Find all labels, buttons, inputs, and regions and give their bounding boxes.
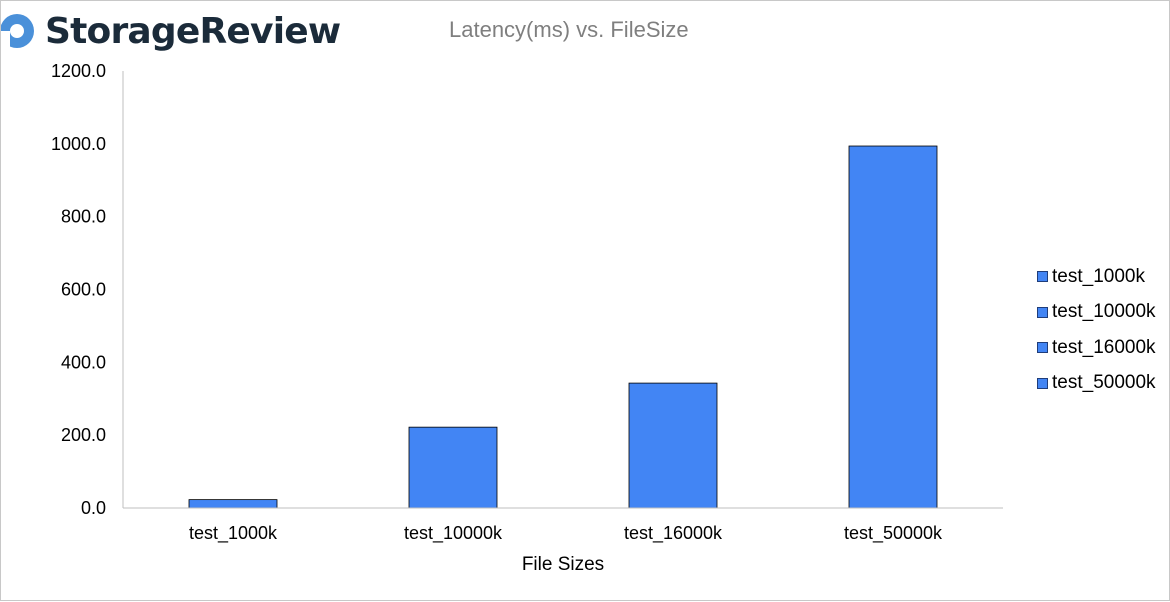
legend-swatch (1037, 342, 1048, 354)
legend-label: test_16000k (1052, 336, 1156, 358)
bar-test-1000k (188, 499, 278, 509)
y-tick-label: 0.0 (81, 498, 106, 518)
legend-label: test_50000k (1052, 372, 1156, 394)
storagereview-logo: StorageReview (1, 5, 341, 57)
y-axis-ticks: 0.0 200.0 400.0 600.0 800.0 1000.0 1200.0 (51, 61, 106, 518)
x-tick-label: test_50000k (844, 523, 943, 544)
legend-item: test_16000k (1037, 330, 1156, 366)
x-tick-label: test_10000k (404, 523, 503, 544)
x-axis-label: File Sizes (522, 554, 604, 575)
y-tick-label: 600.0 (61, 280, 106, 300)
chart-title: Latency(ms) vs. FileSize (449, 17, 689, 42)
legend-label: test_1000k (1052, 265, 1145, 287)
bars (188, 145, 938, 509)
legend-item: test_1000k (1037, 259, 1156, 295)
bar-test-10000k (408, 426, 498, 509)
y-tick-label: 400.0 (61, 352, 106, 372)
legend: test_1000k test_10000k test_16000k test_500… (1037, 259, 1156, 401)
bar-test-50000k (848, 145, 938, 509)
legend-label: test_10000k (1052, 301, 1156, 323)
x-axis-ticks: test_1000k test_10000k test_16000k test_500… (189, 523, 943, 544)
x-tick-label: test_1000k (189, 523, 278, 544)
legend-item: test_10000k (1037, 295, 1156, 331)
storagereview-logo-icon (1, 14, 34, 51)
y-tick-label: 1000.0 (51, 134, 106, 154)
legend-swatch (1037, 271, 1048, 283)
legend-swatch (1037, 306, 1048, 318)
y-tick-label: 200.0 (61, 425, 106, 445)
y-tick-label: 800.0 (61, 207, 106, 227)
bar-test-16000k (628, 382, 718, 509)
legend-item: test_50000k (1037, 366, 1156, 402)
y-tick-label: 1200.0 (51, 61, 106, 81)
x-tick-label: test_16000k (624, 523, 723, 544)
legend-swatch (1037, 377, 1048, 389)
brand-name: StorageReview (45, 10, 341, 52)
